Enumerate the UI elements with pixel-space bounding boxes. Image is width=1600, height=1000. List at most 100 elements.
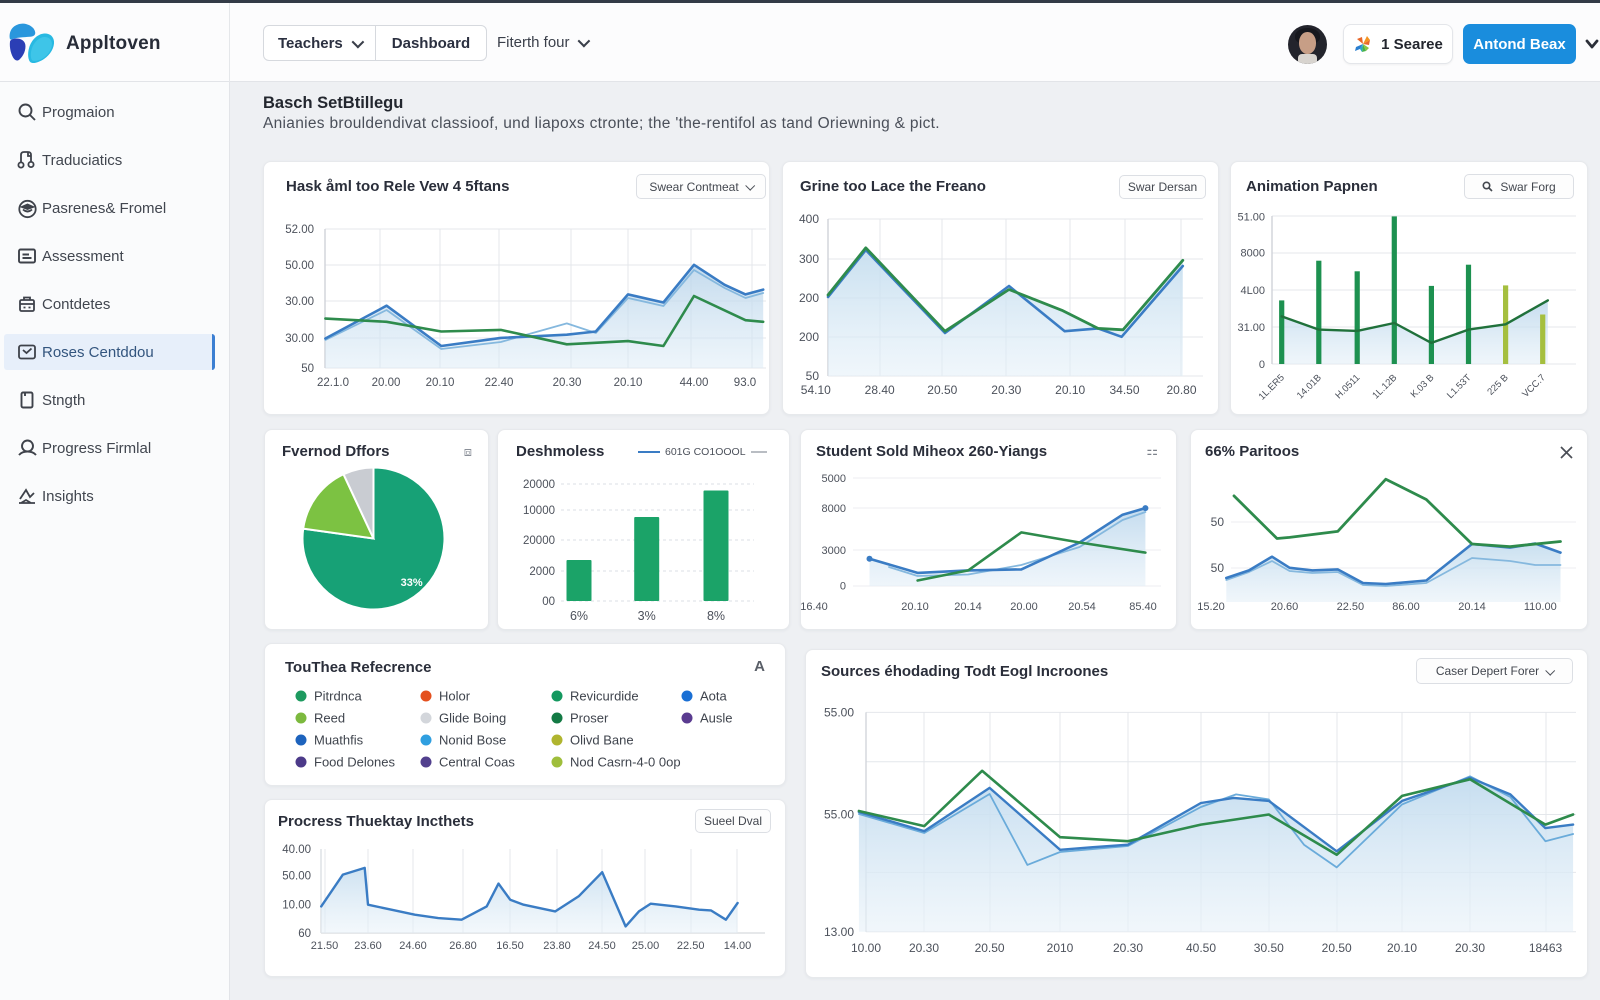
svg-text:3000: 3000 [822,545,846,557]
svg-text:0: 0 [1259,359,1265,371]
svg-text:0: 0 [840,581,846,593]
svg-text:14.01B: 14.01B [1295,372,1324,401]
svg-text:24.50: 24.50 [588,940,616,952]
svg-text:1L.12B: 1L.12B [1370,372,1399,401]
svg-text:Nonid Bose: Nonid Bose [439,733,506,748]
svg-text:52.00: 52.00 [285,224,314,236]
svg-text:20.00: 20.00 [372,377,401,389]
svg-text:Central Coas: Central Coas [439,755,515,770]
svg-text:200: 200 [799,291,819,305]
svg-text:60: 60 [298,928,311,940]
svg-text:Holor: Holor [439,689,471,704]
svg-text:20.14: 20.14 [954,601,982,613]
svg-text:20.54: 20.54 [1068,601,1096,613]
svg-text:21.50: 21.50 [311,940,339,952]
svg-text:20.10: 20.10 [426,377,455,389]
svg-text:2010: 2010 [1047,941,1074,955]
svg-text:Pitrdnca: Pitrdnca [314,689,362,704]
svg-text:Ausle: Ausle [700,711,733,726]
svg-text:Revicurdide: Revicurdide [570,689,639,704]
svg-text:1L.ER5: 1L.ER5 [1257,372,1287,402]
svg-text:2000: 2000 [529,566,555,578]
svg-text:23.80: 23.80 [543,940,571,952]
svg-text:20000: 20000 [523,535,555,547]
svg-text:Food Delones: Food Delones [314,755,395,770]
svg-text:3%: 3% [638,609,656,623]
svg-text:300: 300 [799,252,819,266]
svg-text:20.80: 20.80 [1166,383,1196,397]
svg-text:VCC.7: VCC.7 [1520,372,1548,400]
svg-text:8%: 8% [707,609,725,623]
svg-text:86.00: 86.00 [1392,601,1420,613]
svg-text:L1.53T: L1.53T [1445,372,1474,401]
svg-text:10000: 10000 [523,505,555,517]
svg-text:20.30: 20.30 [1113,941,1143,955]
svg-text:20.50: 20.50 [1322,941,1352,955]
svg-text:20.10: 20.10 [1055,383,1085,397]
svg-text:16.40: 16.40 [801,601,828,613]
svg-text:10.00: 10.00 [851,941,881,955]
svg-text:26.80: 26.80 [449,940,477,952]
svg-text:14.00: 14.00 [724,940,752,952]
svg-text:30.00: 30.00 [285,333,314,345]
svg-text:20000: 20000 [523,479,555,491]
svg-text:K.03 B: K.03 B [1409,372,1437,400]
svg-text:Olivd Bane: Olivd Bane [570,733,634,748]
svg-text:20.10: 20.10 [1387,941,1417,955]
svg-text:H.0511: H.0511 [1333,372,1362,401]
svg-text:50.00: 50.00 [285,260,314,272]
svg-text:Proser: Proser [570,711,609,726]
svg-text:Nod Casrn-4-0 0op: Nod Casrn-4-0 0op [570,755,681,770]
svg-text:40.00: 40.00 [282,844,311,856]
svg-text:20.30: 20.30 [1455,941,1485,955]
svg-text:00: 00 [542,596,555,608]
svg-text:20.50: 20.50 [927,383,957,397]
svg-text:24.60: 24.60 [399,940,427,952]
svg-text:400: 400 [799,212,819,226]
svg-text:20.00: 20.00 [1010,601,1038,613]
svg-text:6%: 6% [570,609,588,623]
svg-text:54.10: 54.10 [801,383,831,397]
svg-text:5000: 5000 [822,473,846,485]
svg-text:Muathfis: Muathfis [314,733,364,748]
svg-text:Reed: Reed [314,711,345,726]
svg-text:Glide Boing: Glide Boing [439,711,506,726]
svg-text:50: 50 [1211,515,1225,529]
svg-text:20.60: 20.60 [1271,601,1299,613]
svg-text:20.10: 20.10 [614,377,643,389]
svg-text:85.40: 85.40 [1129,601,1157,613]
svg-text:4L00: 4L00 [1241,285,1265,297]
svg-text:18463: 18463 [1529,941,1563,955]
svg-text:110.00: 110.00 [1524,601,1557,613]
svg-text:200: 200 [799,330,819,344]
svg-text:30.00: 30.00 [285,296,314,308]
svg-text:25.00: 25.00 [632,940,660,952]
svg-text:13.00: 13.00 [824,925,854,939]
svg-text:20.50: 20.50 [975,941,1005,955]
svg-text:93.0: 93.0 [734,377,756,389]
svg-text:20.30: 20.30 [909,941,939,955]
svg-text:Aota: Aota [700,689,728,704]
svg-text:50.00: 50.00 [282,871,311,883]
svg-text:20.14: 20.14 [1458,601,1486,613]
svg-text:22.50: 22.50 [1337,601,1365,613]
svg-text:28.40: 28.40 [865,383,895,397]
svg-text:34.50: 34.50 [1109,383,1139,397]
svg-text:225 B: 225 B [1485,372,1510,397]
svg-text:10.00: 10.00 [282,900,311,912]
svg-text:15.20: 15.20 [1197,601,1225,613]
svg-text:20.30: 20.30 [991,383,1021,397]
svg-text:22.50: 22.50 [677,940,705,952]
svg-text:22.40: 22.40 [485,377,514,389]
svg-text:8000: 8000 [822,503,846,515]
svg-text:22.1.0: 22.1.0 [317,377,349,389]
svg-text:30.50: 30.50 [1254,941,1284,955]
svg-text:40.50: 40.50 [1186,941,1216,955]
svg-text:50: 50 [806,369,820,383]
svg-text:51.00: 51.00 [1237,211,1265,223]
svg-text:55.00: 55.00 [824,705,854,719]
svg-text:50: 50 [301,363,314,375]
svg-text:16.50: 16.50 [496,940,524,952]
svg-text:20.30: 20.30 [553,377,582,389]
svg-text:23.60: 23.60 [354,940,382,952]
